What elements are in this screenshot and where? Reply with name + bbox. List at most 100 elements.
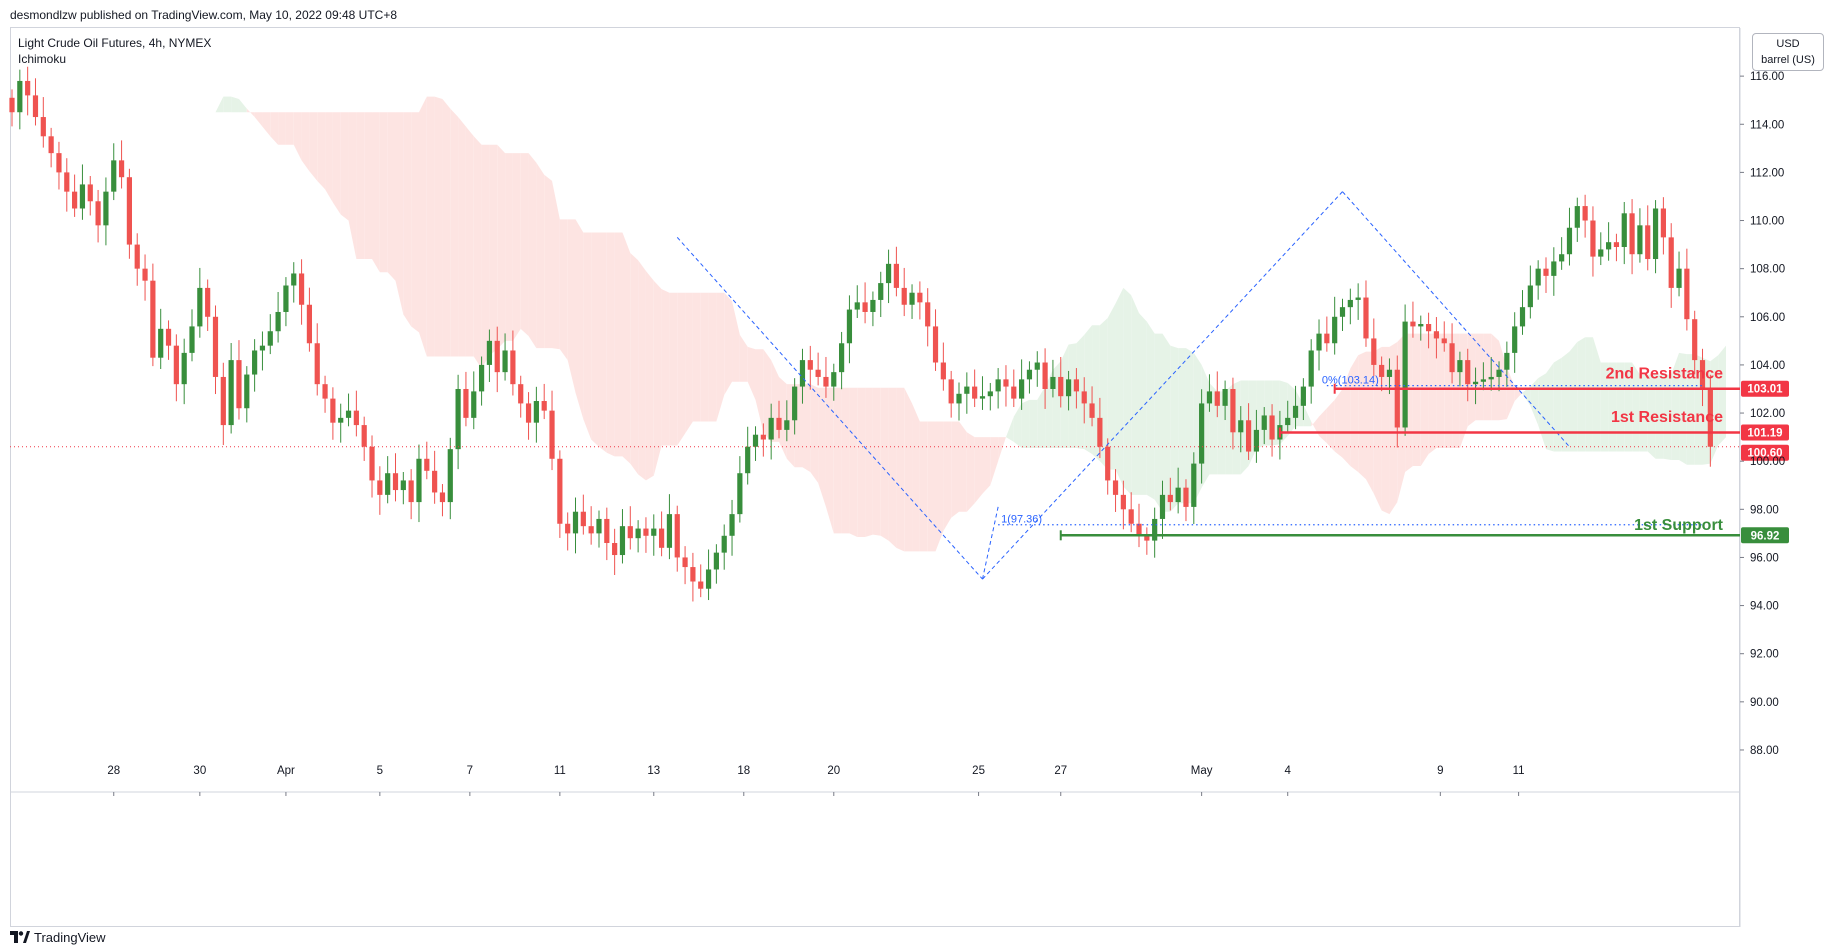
y-tick-label: 100.00 bbox=[1750, 456, 1785, 468]
ichimoku-cloud-segment bbox=[332, 112, 341, 215]
candle-body bbox=[158, 328, 164, 358]
candle-body bbox=[259, 345, 266, 351]
ichimoku-cloud-segment bbox=[872, 387, 881, 536]
ichimoku-cloud-segment bbox=[238, 98, 247, 113]
ichimoku-cloud-segment bbox=[630, 253, 639, 475]
candle-body bbox=[1081, 391, 1087, 404]
candle-body bbox=[173, 345, 179, 385]
candle-body bbox=[1191, 463, 1197, 507]
candle-body bbox=[1363, 297, 1369, 339]
ichimoku-cloud-segment bbox=[598, 232, 607, 453]
candle-body bbox=[345, 410, 352, 418]
indicator-name[interactable]: Ichimoku bbox=[18, 52, 67, 66]
candle-body bbox=[1637, 225, 1643, 255]
ichimoku-cloud-segment bbox=[1326, 399, 1335, 452]
candle-body bbox=[1167, 494, 1173, 503]
candle-body bbox=[1112, 480, 1119, 495]
candle-body bbox=[823, 376, 829, 387]
candle-body bbox=[306, 304, 313, 344]
candle-body bbox=[236, 360, 242, 409]
ichimoku-cloud-segment bbox=[833, 387, 842, 534]
candle-body bbox=[674, 514, 680, 558]
candle-body bbox=[1159, 494, 1166, 519]
level-text-label: 1st Support bbox=[1634, 517, 1724, 534]
ichimoku-cloud-segment bbox=[1428, 333, 1437, 454]
ichimoku-cloud-segment bbox=[990, 437, 999, 486]
candle-body bbox=[1512, 326, 1518, 353]
ichimoku-cloud-segment bbox=[645, 271, 654, 481]
candle-body bbox=[1582, 206, 1588, 221]
candle-body bbox=[1496, 369, 1502, 377]
level-price-label: 101.19 bbox=[1747, 428, 1782, 440]
ichimoku-cloud-segment bbox=[755, 349, 764, 433]
x-tick-label: 25 bbox=[972, 765, 985, 777]
symbol-title[interactable]: Light Crude Oil Futures, 4h, NYMEX bbox=[18, 36, 212, 50]
ichimoku-cloud-segment bbox=[356, 112, 365, 260]
candle-body bbox=[212, 316, 219, 377]
ichimoku-cloud-segment bbox=[896, 387, 905, 552]
ichimoku-cloud-segment bbox=[700, 292, 709, 422]
candle-body bbox=[1144, 535, 1150, 541]
ichimoku-cloud-segment bbox=[465, 126, 474, 357]
ichimoku-cloud-segment bbox=[528, 153, 537, 349]
candle-body bbox=[197, 287, 203, 327]
candle-body bbox=[392, 473, 399, 491]
candle-body bbox=[1433, 331, 1440, 339]
ichimoku-cloud-segment bbox=[974, 437, 983, 504]
footer-brand[interactable]: TradingView bbox=[10, 928, 106, 946]
unit-selector[interactable]: USD barrel (US) bbox=[1752, 33, 1824, 71]
last-price-tag bbox=[1741, 444, 1789, 461]
candle-body bbox=[557, 458, 563, 524]
ichimoku-cloud-segment bbox=[1005, 416, 1014, 442]
ichimoku-cloud-segment bbox=[724, 292, 733, 395]
ichimoku-cloud-segment bbox=[403, 112, 412, 327]
ichimoku-cloud-segment bbox=[1436, 333, 1445, 448]
ichimoku-cloud-segment bbox=[1499, 340, 1507, 421]
candle-body bbox=[298, 273, 305, 305]
ichimoku-cloud-segment bbox=[325, 112, 333, 203]
candle-body bbox=[1386, 369, 1393, 377]
ichimoku-cloud-segment bbox=[317, 112, 326, 190]
candle-body bbox=[1606, 242, 1612, 250]
x-tick-label: May bbox=[1191, 765, 1213, 777]
ichimoku-cloud-segment bbox=[379, 112, 388, 273]
ichimoku-cloud-segment bbox=[262, 112, 271, 137]
x-tick-label: 7 bbox=[467, 765, 473, 777]
candle-body bbox=[1645, 225, 1651, 260]
ichimoku-cloud-segment bbox=[536, 162, 545, 349]
candle-body bbox=[713, 552, 719, 570]
level-price-tag-2 bbox=[1741, 424, 1789, 441]
ichimoku-cloud-segment bbox=[778, 376, 787, 459]
ichimoku-cloud-segment bbox=[512, 153, 521, 341]
x-tick-label: 9 bbox=[1437, 765, 1443, 777]
candle-body bbox=[1230, 388, 1236, 433]
y-tick-label: 104.00 bbox=[1750, 360, 1785, 372]
ichimoku-cloud-segment bbox=[285, 112, 294, 145]
level-price-tag-3 bbox=[1741, 527, 1789, 544]
candle-body bbox=[745, 446, 751, 474]
candle-body bbox=[103, 191, 109, 226]
candle-body bbox=[658, 528, 665, 548]
ichimoku-cloud-segment bbox=[1365, 351, 1374, 494]
candle-body bbox=[455, 388, 461, 450]
ichimoku-cloud-segment bbox=[1538, 373, 1546, 450]
ichimoku-cloud-segment bbox=[426, 96, 435, 357]
ichimoku-cloud-segment bbox=[215, 96, 224, 113]
ichimoku-cloud-segment bbox=[544, 174, 553, 349]
ichimoku-cloud-segment bbox=[818, 387, 826, 507]
ichimoku-cloud-segment bbox=[1718, 345, 1726, 446]
candle-body bbox=[330, 398, 336, 423]
ichimoku-cloud-segment bbox=[888, 387, 897, 548]
candle-body bbox=[995, 379, 1001, 392]
ichimoku-cloud-segment bbox=[1107, 303, 1116, 470]
ichimoku-cloud-segment bbox=[1217, 391, 1226, 475]
candle-body bbox=[432, 470, 438, 493]
candle-body bbox=[1245, 420, 1252, 452]
candle-body bbox=[737, 473, 743, 515]
candle-body bbox=[87, 184, 93, 202]
ichimoku-cloud-segment bbox=[473, 136, 482, 369]
candle-body bbox=[1355, 297, 1361, 300]
candle-body bbox=[205, 287, 211, 317]
candle-body bbox=[1504, 352, 1510, 370]
